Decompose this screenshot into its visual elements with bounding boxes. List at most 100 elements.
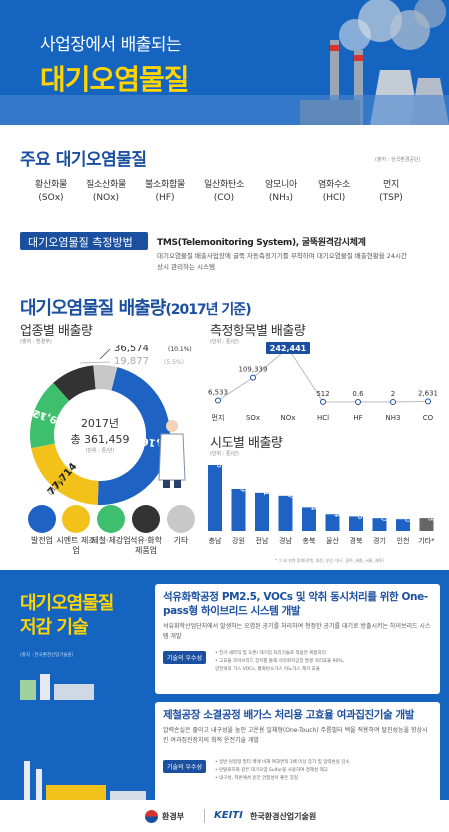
reduction-title-line1: 대기오염물질: [20, 593, 114, 614]
item-chart-title: 측정항목별 배출량: [210, 324, 306, 339]
x-tick-label: 경기: [373, 536, 386, 545]
data-label: 109,339: [239, 366, 268, 374]
bar: [396, 519, 410, 531]
slice-value-label: 19,877: [114, 356, 149, 367]
pollutant-item: 일산화탄소 (CO): [204, 180, 244, 203]
item-chart-unit: (단위 : 톤/년): [210, 339, 239, 345]
reduction-title: 대기오염물질 저감 기술: [20, 592, 114, 640]
donut-slice: [53, 365, 96, 401]
industry-chart-title: 업종별 배출량: [20, 324, 93, 339]
slice-percent-label: (10.1%): [168, 346, 192, 353]
emissions-title-text: 대기오염물질 배출량: [20, 298, 166, 319]
pollutant-item: 염화수소 (HCl): [318, 180, 350, 203]
data-point: [320, 398, 326, 405]
x-tick-label: 먼지: [212, 413, 225, 422]
tech1-title: 석유화학공정 PM2.5, VOCs 및 악취 동시처리를 위한 One-pas…: [163, 591, 428, 617]
section-title: 주요 대기오염물질: [20, 150, 147, 170]
donut-center-total: 총 361,459: [70, 433, 130, 446]
region-chart-footnote: * 그 외 지역 합계(전북, 대전, 부산, 대구, 광주, 세종, 서울, …: [275, 558, 384, 563]
measurement-method-title: TMS(Telemonitoring System), 굴뚝원격감시체계: [157, 238, 366, 248]
callout-line: [99, 348, 111, 360]
data-label: 2,631: [418, 389, 438, 397]
other-icon: [167, 505, 195, 533]
bar-value-label: 87,135: [215, 455, 224, 468]
region-bar-chart: 87,135 충남 55,499 강원 50,411 전남 46,447 경남 31,174 충북…: [208, 455, 436, 545]
bar-value-label: 15,600: [403, 496, 412, 522]
major-pollutants-section: 주요 대기오염물질 (출처 : 한국환경공단) 황산화물 (SOx) 질소산화물(…: [0, 125, 449, 290]
cement-factory-icon: [62, 505, 90, 533]
scientist-illustration: [158, 420, 186, 488]
data-point: [425, 398, 431, 405]
x-tick-label: SOx: [246, 414, 260, 422]
data-label: 512: [316, 390, 329, 398]
footer-divider: [204, 809, 205, 823]
header-title: 대기오염물질: [40, 63, 190, 96]
footer: 환경부 KEITI 한국환경산업기술원: [0, 800, 449, 832]
bar-value-label: 17,013: [427, 495, 436, 521]
x-tick-label: 충북: [303, 536, 316, 545]
data-label: 0.6: [352, 390, 364, 398]
x-tick-label: 강원: [232, 536, 245, 545]
tech1-bullets: • 전기·세라믹 및 오존/ 대기업 처리기술로 적용한 복합처리 • 고효율 …: [215, 651, 345, 672]
industry-donut-chart: 168,167(46.5%)77,714(21.5%)59,127(16.4%)…: [25, 345, 192, 505]
x-tick-label: 경북: [350, 536, 363, 545]
pollutant-item: 질소산화물 (NOx): [86, 180, 126, 203]
tech2-badge: 기술의 우수성: [163, 760, 207, 773]
bar: [231, 488, 246, 531]
ministry-logo-icon: [145, 810, 158, 823]
data-label: 6,533: [208, 389, 228, 397]
bar: [255, 492, 269, 531]
x-tick-label: 경남: [279, 536, 292, 545]
highlight-badge: [266, 342, 310, 354]
emissions-section-title: 대기오염물질 배출량(2017년 기준): [20, 294, 252, 320]
source-note: (출처 : 한국환경공단): [375, 157, 421, 163]
bar: [349, 516, 363, 531]
bar-value-label: 16,910: [380, 495, 389, 521]
bar-value-label: 50,411: [262, 470, 271, 496]
reduction-title-line2: 저감 기술: [20, 617, 89, 638]
measurement-method-desc: 대기오염물질 배출사업장에 굴뚝 자동측정기기를 부착하여 대기오염물질 배출현…: [157, 252, 407, 271]
donut-slice: [31, 443, 99, 505]
item-line-chart: 6,533 먼지 109,339 SOx 242,441 NOx 512 HCl 0.6 HF 2 N…: [208, 342, 438, 422]
gear-icon: [97, 505, 125, 533]
tech2-bullets: • 일반 원형형 필터 백에 비해 여과면적 3배 이상 증가 및 압력손실 감…: [215, 760, 350, 781]
bar-value-label: 55,499: [239, 466, 248, 492]
donut-slice: [93, 365, 118, 391]
data-label: 242,441: [270, 344, 307, 353]
x-tick-label: 충남: [209, 536, 222, 545]
bar: [208, 465, 222, 531]
x-tick-label: HCl: [317, 414, 329, 422]
bar-value-label: 31,174: [309, 484, 318, 510]
header-subtitle: 사업장에서 배출되는: [40, 35, 182, 55]
tech-card-2: 제철공장 소결공정 배가스 처리용 고효율 여과집진기술 개발 압력손실은 줄이…: [155, 702, 440, 802]
tech1-desc: 석유화학산업단지에서 발생하는 오염된 공기를 처리하여 청정한 공기를 대기로…: [163, 623, 431, 640]
pollutant-item: 먼지 (TSP): [379, 180, 403, 203]
data-point: [355, 398, 361, 405]
pollutant-item: 암모니아 (NH₃): [265, 180, 297, 203]
emissions-title-year: (2017년 기준): [165, 302, 251, 318]
tech-card-1: 석유화학공정 PM2.5, VOCs 및 악취 동시처리를 위한 One-pas…: [155, 584, 440, 694]
tech2-title: 제철공장 소결공정 배가스 처리용 고효율 여과집진기술 개발: [163, 709, 415, 721]
donut-center-unit: (단위 : 톤/년): [85, 448, 115, 454]
x-tick-label: HF: [353, 414, 362, 422]
skyline-decoration: [0, 95, 449, 125]
data-point: [250, 374, 256, 381]
x-tick-label: 기타*: [418, 536, 435, 545]
x-tick-label: 인천: [397, 536, 410, 545]
donut-slice: [97, 367, 170, 505]
chemical-barrel-icon: [132, 505, 160, 533]
power-plant-icon: [28, 505, 56, 533]
data-point: [390, 398, 396, 405]
slice-percent-label: (5.5%): [164, 359, 184, 366]
x-tick-label: CO: [423, 414, 434, 422]
legend-label: 발전업: [30, 536, 54, 545]
bar: [278, 495, 293, 531]
bar-value-label: 46,447: [286, 473, 295, 499]
tech1-badge: 기술의 우수성: [163, 651, 207, 664]
pollutant-item: 불소화합물 (HF): [145, 180, 185, 203]
industry-legend: 발전업 시멘트 제조업 제철·제강업 석유·화학 제품업 기타: [22, 505, 222, 565]
x-tick-label: 전남: [256, 536, 269, 545]
reduction-tech-section: 대기오염물질 저감 기술 (출처 : 한국환경산업기술원) 석유화학공정 PM2…: [0, 570, 449, 832]
x-tick-label: NOx: [281, 414, 296, 422]
bar-value-label: 19,275: [356, 493, 365, 519]
